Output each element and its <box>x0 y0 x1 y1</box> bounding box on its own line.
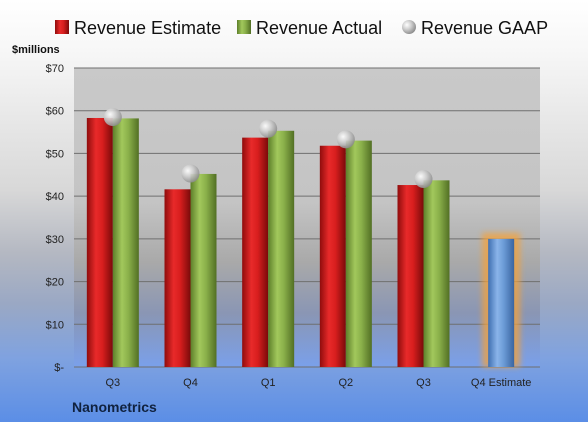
x-tick-label: Q3 <box>416 377 431 389</box>
bar-revenue-estimate <box>164 189 191 367</box>
legend-swatch-actual <box>237 20 251 34</box>
y-tick-label: $- <box>54 362 64 374</box>
marker-revenue-gaap <box>259 119 278 138</box>
bars <box>86 117 521 368</box>
y-axis-ticks: $- $10 $20 $30 $40 $50 $60 $70 <box>46 63 65 374</box>
x-axis-labels: Q3 Q4 Q1 Q2 Q3 Q4 Estimate <box>105 377 531 389</box>
y-tick-label: $20 <box>46 277 64 289</box>
company-name: Nanometrics <box>72 399 157 415</box>
x-tick-label: Q2 <box>338 377 353 389</box>
bar-revenue-actual <box>190 173 217 367</box>
legend-swatch-estimate <box>55 20 69 34</box>
legend: Revenue Estimate Revenue Actual Revenue … <box>55 18 548 38</box>
x-tick-label: Q4 <box>183 377 198 389</box>
marker-revenue-gaap <box>414 170 433 189</box>
marker-revenue-gaap <box>103 108 122 127</box>
bar-revenue-estimate <box>242 137 269 367</box>
y-tick-label: $60 <box>46 106 64 118</box>
legend-label-estimate: Revenue Estimate <box>74 18 221 38</box>
marker-revenue-gaap <box>181 164 200 183</box>
x-tick-label: Q1 <box>261 377 276 389</box>
legend-label-gaap: Revenue GAAP <box>421 18 548 38</box>
bar-q4-estimate <box>488 238 515 367</box>
legend-swatch-gaap <box>402 20 416 34</box>
y-tick-label: $30 <box>46 234 64 246</box>
bar-revenue-actual <box>345 140 372 367</box>
y-tick-label: $10 <box>46 319 64 331</box>
bar-revenue-actual <box>423 180 450 367</box>
x-tick-label: Q4 Estimate <box>471 377 532 389</box>
gaap-markers <box>103 108 433 189</box>
plot-area <box>74 68 540 367</box>
bar-revenue-actual <box>268 130 295 367</box>
bar-revenue-estimate <box>319 145 346 367</box>
marker-revenue-gaap <box>336 130 355 149</box>
y-tick-label: $40 <box>46 191 64 203</box>
y-tick-label: $50 <box>46 148 64 160</box>
grid-lines <box>74 67 540 368</box>
y-tick-label: $70 <box>46 63 64 75</box>
legend-label-actual: Revenue Actual <box>256 18 382 38</box>
bar-revenue-estimate <box>86 117 113 368</box>
bar-revenue-actual <box>112 118 139 367</box>
x-tick-label: Q3 <box>105 377 120 389</box>
y-axis-unit-label: $millions <box>12 44 60 56</box>
bar-revenue-estimate <box>397 185 424 367</box>
